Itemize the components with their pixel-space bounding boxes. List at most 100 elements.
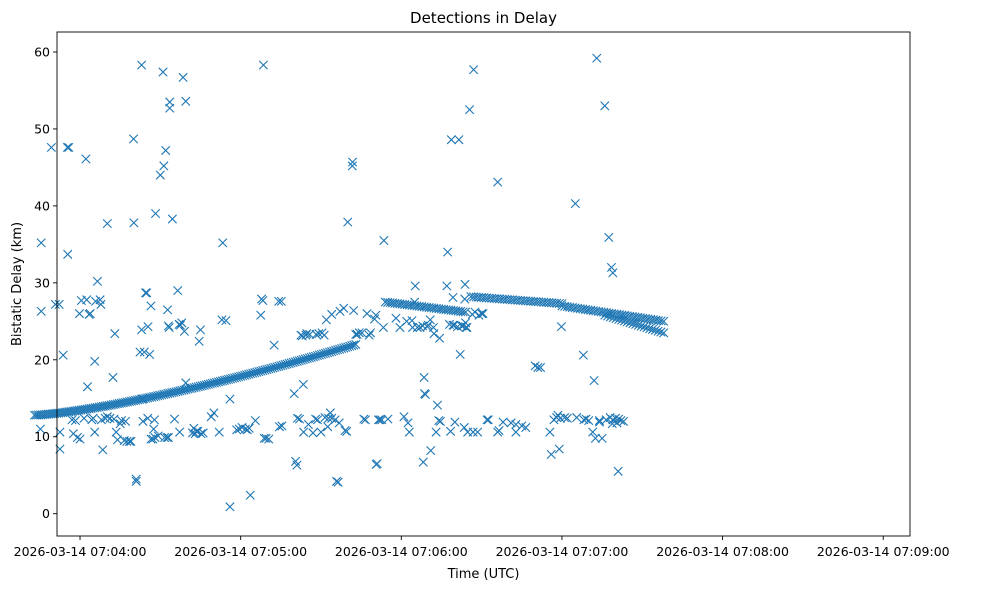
data-point-marker xyxy=(325,408,335,418)
data-point-marker xyxy=(426,446,436,456)
data-point-marker xyxy=(258,60,269,70)
data-point-marker xyxy=(653,326,663,336)
y-tick-label: 60 xyxy=(34,45,50,60)
data-point-marker xyxy=(195,325,206,335)
data-point-marker xyxy=(181,378,191,388)
data-point-marker xyxy=(319,330,329,340)
data-point-marker xyxy=(82,295,92,305)
y-tick-label: 20 xyxy=(34,352,50,367)
x-tick-label: 2026-03-14 07:08:00 xyxy=(656,544,789,559)
data-point-marker xyxy=(179,326,190,336)
data-point-marker xyxy=(139,347,149,357)
data-point-marker xyxy=(546,449,556,460)
data-point-marker xyxy=(407,315,417,326)
data-point-marker xyxy=(102,412,112,422)
data-point-marker xyxy=(650,325,660,335)
data-point-marker xyxy=(36,238,46,248)
data-point-marker xyxy=(302,329,312,339)
data-point-marker xyxy=(122,436,132,446)
data-point-marker xyxy=(244,423,254,433)
data-point-marker xyxy=(98,445,108,455)
data-point-marker xyxy=(340,425,350,436)
data-point-marker xyxy=(75,434,85,444)
data-point-marker xyxy=(232,425,242,435)
y-axis-label: Bistatic Delay (km) xyxy=(10,222,25,346)
data-point-marker xyxy=(354,328,364,338)
data-point-marker xyxy=(556,322,566,332)
data-point-marker xyxy=(158,67,168,77)
data-point-marker xyxy=(418,457,428,467)
data-point-marker xyxy=(477,309,487,319)
data-point-marker xyxy=(625,318,635,328)
data-point-marker xyxy=(482,415,492,425)
data-point-marker xyxy=(552,412,562,423)
x-tick-label: 2026-03-14 07:04:00 xyxy=(14,544,147,559)
data-point-marker xyxy=(469,65,479,75)
data-point-marker xyxy=(461,322,471,333)
data-point-marker xyxy=(442,281,452,291)
data-point-marker xyxy=(161,145,171,156)
data-point-marker xyxy=(294,414,305,424)
data-point-marker xyxy=(277,421,287,431)
data-point-marker xyxy=(131,474,141,484)
data-point-marker xyxy=(79,413,89,423)
data-point-marker xyxy=(111,427,121,437)
data-point-marker xyxy=(410,297,420,307)
data-point-marker xyxy=(316,427,326,437)
y-tick-label: 30 xyxy=(34,275,50,290)
data-point-marker xyxy=(74,309,85,319)
data-point-marker xyxy=(493,177,503,187)
data-point-marker xyxy=(330,415,340,425)
data-point-marker xyxy=(458,307,468,317)
data-point-marker xyxy=(258,295,268,306)
data-point-marker xyxy=(351,339,361,349)
data-point-marker xyxy=(312,415,323,425)
data-point-marker xyxy=(600,101,610,111)
data-point-marker xyxy=(62,142,73,153)
data-point-marker xyxy=(177,318,187,328)
data-point-marker xyxy=(403,418,413,428)
data-point-marker xyxy=(434,415,444,426)
data-point-marker xyxy=(530,361,540,371)
data-point-marker xyxy=(659,328,669,338)
data-point-marker xyxy=(656,327,666,337)
data-point-marker xyxy=(589,375,599,386)
data-point-marker xyxy=(124,436,135,446)
data-point-marker xyxy=(141,288,151,298)
data-point-marker xyxy=(378,322,388,333)
data-point-marker xyxy=(404,427,414,437)
data-point-marker xyxy=(412,322,422,333)
data-point-marker xyxy=(633,320,644,330)
data-point-marker xyxy=(90,427,100,437)
data-point-marker xyxy=(159,161,169,171)
data-point-marker xyxy=(611,313,621,324)
data-point-marker xyxy=(82,382,93,392)
data-point-marker xyxy=(165,103,175,113)
data-point-marker xyxy=(109,414,119,424)
data-point-marker xyxy=(155,170,165,180)
data-point-marker xyxy=(146,301,156,311)
data-point-marker xyxy=(459,422,469,433)
data-point-marker xyxy=(150,432,160,443)
data-point-marker xyxy=(371,310,381,320)
data-point-marker xyxy=(604,232,614,243)
data-point-marker xyxy=(364,330,374,340)
data-point-marker xyxy=(131,476,141,486)
data-point-marker xyxy=(570,199,580,209)
data-point-marker xyxy=(446,135,456,145)
y-tick-label: 10 xyxy=(34,429,50,444)
data-point-marker xyxy=(126,436,136,446)
data-point-marker xyxy=(628,319,638,329)
data-point-marker xyxy=(605,312,615,322)
data-point-marker xyxy=(102,219,112,229)
x-axis-label: Time (UTC) xyxy=(447,567,520,582)
data-point-marker xyxy=(608,313,618,323)
x-axis: 2026-03-14 07:04:00 2026-03-14 07:05:00 20… xyxy=(14,536,950,559)
data-point-marker xyxy=(36,306,46,316)
data-point-marker xyxy=(194,336,204,346)
data-point-marker xyxy=(150,209,161,219)
data-point-marker xyxy=(359,414,369,424)
x-tick-label: 2026-03-14 07:06:00 xyxy=(335,544,468,559)
data-point-marker xyxy=(120,416,131,426)
data-point-marker xyxy=(142,288,152,298)
